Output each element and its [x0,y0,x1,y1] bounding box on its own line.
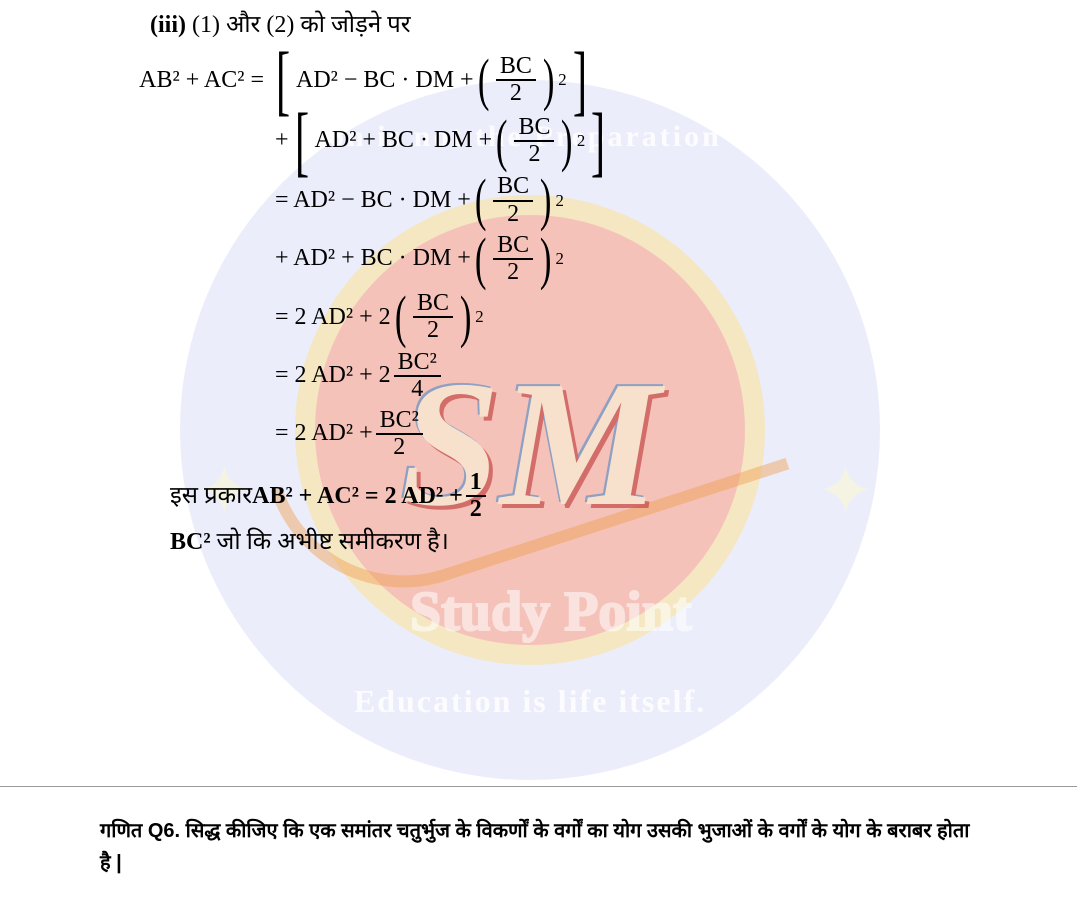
fraction: BC 2 [514,115,554,167]
expr: AD² − BC · DM + [296,65,474,96]
conclusion-bold2: BC² [170,529,211,555]
heading-text: (1) और (2) को जोड़ने पर [192,12,411,38]
paren-close: ) [543,60,555,101]
bracket-close: ] [573,53,587,108]
conclusion-pre: इस प्रकार [170,477,252,515]
paren-open: ( [496,121,508,162]
expr: AD² + BC · DM + [315,125,493,156]
paren-close: ) [540,180,552,221]
paren-close: ) [561,121,573,162]
lhs: AB² + AC² = [120,65,270,96]
paren-open: ( [394,297,406,338]
expr: = 2 AD² + 2 [275,302,391,333]
fraction: 1 2 [466,470,486,522]
expr: = 2 AD² + 2 [275,360,391,391]
question-text: गणित Q6. सिद्ध कीजिए कि एक समांतर चतुर्भ… [100,820,969,874]
paren-open: ( [475,239,487,280]
watermark-brand: Study Point [410,580,692,644]
heading-num: (iii) [150,12,186,38]
expr: = AD² − BC · DM + [275,185,471,216]
equation-row: + [ AD² + BC · DM + ( BC 2 ) 2 ] [275,114,1077,169]
bracket-open: [ [294,114,308,169]
expr: + AD² + BC · DM + [275,243,471,274]
paren-open: ( [477,60,489,101]
paren-close: ) [540,239,552,280]
paren-close: ) [460,297,472,338]
expr: = 2 AD² + [275,418,373,449]
paren-open: ( [475,180,487,221]
equation-row: + AD² + BC · DM + ( BC 2 ) 2 [275,233,1077,285]
conclusion: इस प्रकार AB² + AC² = 2 AD² + 1 2 BC² जो… [170,470,1077,561]
fraction: BC 2 [413,291,453,343]
fraction: BC 2 [493,174,533,226]
conclusion-bold: AB² + AC² = 2 AD² + [252,477,463,515]
math-content: (iii) (1) और (2) को जोड़ने पर AB² + AC² … [0,0,1077,561]
fraction: BC 2 [493,233,533,285]
fraction: BC² 2 [376,408,423,460]
fraction: BC 2 [496,54,536,106]
fraction: BC² 4 [394,350,441,402]
watermark-bottom-text: Education is life itself. [180,683,880,720]
equation-row: = 2 AD² + BC² 2 [275,408,1077,460]
plus: + [275,125,289,156]
bracket-close: ] [591,114,605,169]
bracket-open: [ [276,53,290,108]
equation-row: = 2 AD² + 2 ( BC 2 ) 2 [275,291,1077,343]
equation-row: = 2 AD² + 2 BC² 4 [275,350,1077,402]
equation-row: = AD² − BC · DM + ( BC 2 ) 2 [275,174,1077,226]
conclusion-rest: जो कि अभीष्ट समीकरण है। [217,529,449,555]
question-block: गणित Q6. सिद्ध कीजिए कि एक समांतर चतुर्भ… [0,786,1077,879]
